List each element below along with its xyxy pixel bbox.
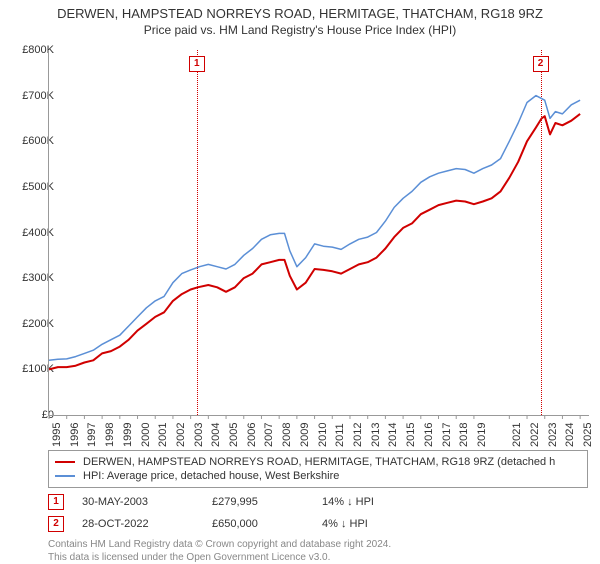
x-tick-label: 2007 (263, 423, 275, 447)
x-tick-label: 2012 (352, 423, 364, 447)
x-tick-label: 2006 (246, 423, 258, 447)
series-property (49, 114, 580, 370)
x-tick-label: 2023 (547, 423, 559, 447)
x-tick-label: 2010 (317, 423, 329, 447)
x-tick-label: 2018 (458, 423, 470, 447)
x-tick-label: 2009 (299, 423, 311, 447)
x-tick-label: 1995 (51, 423, 63, 447)
transaction-date: 28-OCT-2022 (82, 518, 212, 530)
chart-subtitle: Price paid vs. HM Land Registry's House … (0, 21, 600, 37)
series-hpi (49, 96, 580, 361)
x-tick-label: 2025 (582, 423, 594, 447)
transaction-price: £279,995 (212, 496, 322, 508)
transaction-row: 2 28-OCT-2022 £650,000 4% ↓ HPI (48, 516, 588, 532)
x-tick-label: 1998 (104, 423, 116, 447)
x-tick-label: 2002 (175, 423, 187, 447)
legend-row: HPI: Average price, detached house, West… (55, 469, 581, 483)
transaction-delta: 4% ↓ HPI (322, 518, 368, 530)
transaction-marker: 2 (48, 516, 64, 532)
x-tick-label: 2003 (193, 423, 205, 447)
attribution-line1: Contains HM Land Registry data © Crown c… (48, 539, 391, 550)
plot-svg (49, 50, 589, 415)
legend-swatch (55, 461, 75, 463)
x-tick-label: 2022 (529, 423, 541, 447)
legend-row: DERWEN, HAMPSTEAD NORREYS ROAD, HERMITAG… (55, 455, 581, 469)
transaction-marker: 1 (48, 494, 64, 510)
transaction-row: 1 30-MAY-2003 £279,995 14% ↓ HPI (48, 494, 588, 510)
transaction-price: £650,000 (212, 518, 322, 530)
chart-title-address: DERWEN, HAMPSTEAD NORREYS ROAD, HERMITAG… (0, 0, 600, 21)
x-tick-label: 1999 (122, 423, 134, 447)
transaction-date: 30-MAY-2003 (82, 496, 212, 508)
x-tick-label: 2004 (210, 423, 222, 447)
x-tick-label: 2021 (511, 423, 523, 447)
transaction-delta: 14% ↓ HPI (322, 496, 374, 508)
legend-swatch (55, 475, 75, 477)
attribution: Contains HM Land Registry data © Crown c… (48, 538, 391, 564)
x-tick-label: 2001 (157, 423, 169, 447)
x-tick-label: 2016 (423, 423, 435, 447)
legend: DERWEN, HAMPSTEAD NORREYS ROAD, HERMITAG… (48, 450, 588, 488)
x-tick-label: 2013 (370, 423, 382, 447)
legend-label: HPI: Average price, detached house, West… (83, 470, 339, 482)
chart-container: DERWEN, HAMPSTEAD NORREYS ROAD, HERMITAG… (0, 0, 600, 560)
x-tick-label: 2008 (281, 423, 293, 447)
x-tick-label: 1996 (69, 423, 81, 447)
x-tick-label: 2024 (564, 423, 576, 447)
x-tick-label: 2014 (387, 423, 399, 447)
x-tick-label: 2000 (140, 423, 152, 447)
x-tick-label: 2017 (441, 423, 453, 447)
plot-area (48, 50, 589, 416)
x-tick-label: 2015 (405, 423, 417, 447)
x-tick-label: 2011 (334, 423, 346, 447)
x-tick-label: 2005 (228, 423, 240, 447)
x-tick-label: 2019 (476, 423, 488, 447)
attribution-line2: This data is licensed under the Open Gov… (48, 552, 330, 563)
x-tick-label: 1997 (86, 423, 98, 447)
legend-label: DERWEN, HAMPSTEAD NORREYS ROAD, HERMITAG… (83, 456, 555, 468)
